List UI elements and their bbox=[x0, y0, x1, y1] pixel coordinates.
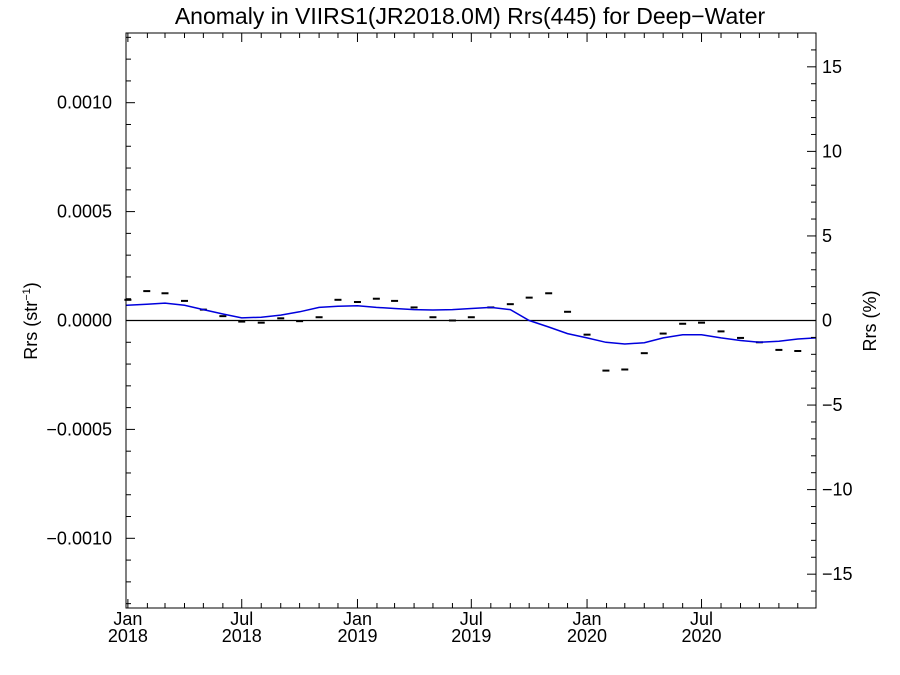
x-tick-label-year: 2020 bbox=[567, 626, 607, 646]
y-tick-label-right: −15 bbox=[822, 564, 853, 584]
y-axis-label-left: Rrs (str−1) bbox=[21, 282, 41, 360]
y-axis-label-left-base: Rrs (str bbox=[21, 301, 41, 360]
y-axis-label-right: Rrs (%) bbox=[860, 291, 880, 352]
y-tick-label-left: 0.0000 bbox=[57, 311, 112, 331]
x-tick-label-month: Jan bbox=[343, 609, 372, 629]
x-tick-label-year: 2019 bbox=[337, 626, 377, 646]
y-tick-label-left: 0.0010 bbox=[57, 93, 112, 113]
chart-title: Anomaly in VIIRS1(JR2018.0M) Rrs(445) fo… bbox=[175, 3, 766, 29]
y-axis-label-left-sup: −1 bbox=[21, 288, 33, 301]
y-tick-label-right: −5 bbox=[822, 395, 843, 415]
y-tick-label-left: −0.0010 bbox=[46, 528, 112, 548]
x-tick-label-year: 2020 bbox=[682, 626, 722, 646]
x-tick-label-month: Jan bbox=[113, 609, 142, 629]
axis-ticks bbox=[126, 32, 816, 609]
y-tick-label-right: −10 bbox=[822, 480, 853, 500]
y-tick-label-left: 0.0005 bbox=[57, 202, 112, 222]
x-tick-label-month: Jul bbox=[230, 609, 253, 629]
x-tick-label-month: Jan bbox=[573, 609, 602, 629]
plot-area bbox=[124, 290, 817, 372]
y-tick-label-right: 15 bbox=[822, 57, 842, 77]
y-axis-label-left-end: ) bbox=[21, 282, 41, 288]
x-tick-label-year: 2018 bbox=[108, 626, 148, 646]
y-tick-label-right: 10 bbox=[822, 141, 842, 161]
x-tick-label-month: Jul bbox=[460, 609, 483, 629]
y-tick-label-right: 0 bbox=[822, 311, 832, 331]
x-tick-label-month: Jul bbox=[690, 609, 713, 629]
trend-line bbox=[125, 302, 817, 345]
axis-tick-labels: 0.0010 0.0005 0.0000 −0.0005 −0.0010 15 10 5 0 −5… bbox=[46, 57, 852, 646]
y-tick-label-left: −0.0005 bbox=[46, 419, 112, 439]
x-tick-label-year: 2019 bbox=[451, 626, 491, 646]
y-tick-label-right: 5 bbox=[822, 226, 832, 246]
x-tick-label-year: 2018 bbox=[222, 626, 262, 646]
